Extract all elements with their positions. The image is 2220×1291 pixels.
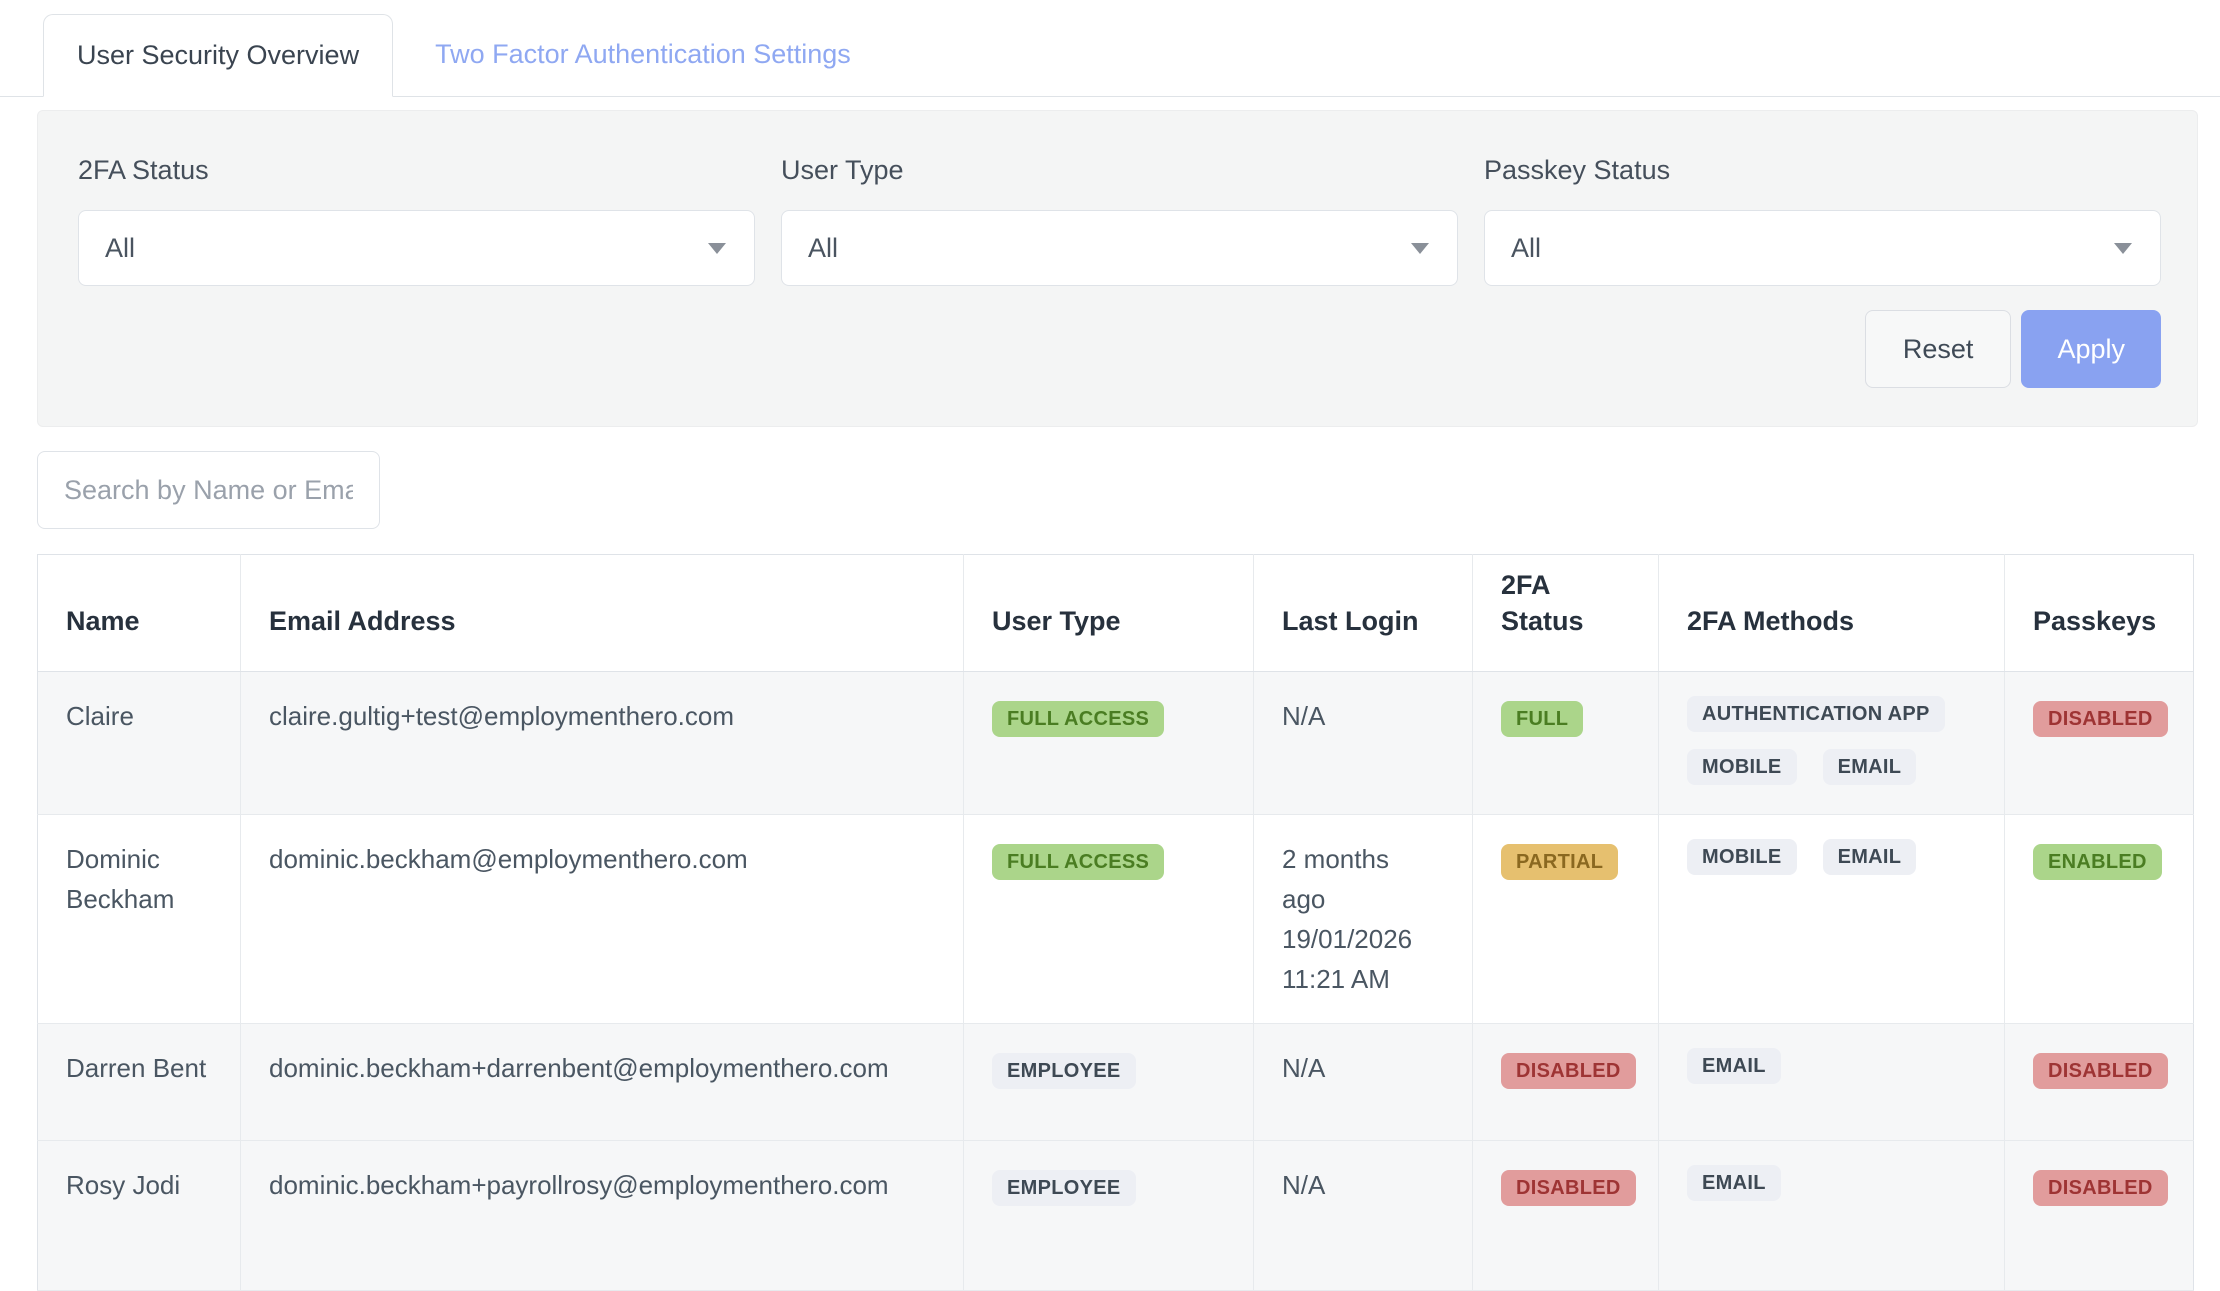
- tab-user-security-overview[interactable]: User Security Overview: [43, 14, 394, 97]
- 2fa-method-badge: EMAIL: [1822, 749, 1917, 785]
- filter-row: 2FA Status All User Type All Passkey Sta…: [78, 155, 2161, 286]
- name-cell: Darren Bent: [37, 1023, 241, 1141]
- user-type-value: All: [808, 232, 839, 263]
- search-input[interactable]: [37, 451, 380, 529]
- 2fa-methods-list: EMAIL: [1687, 1048, 1976, 1084]
- last-login-cell: N/A: [1253, 1023, 1473, 1141]
- email-cell: claire.gultig+test@employmenthero.com: [240, 671, 964, 815]
- 2fa-method-badge: MOBILE: [1687, 749, 1797, 785]
- passkeys-badge: ENABLED: [2033, 844, 2162, 880]
- tab-bar: User Security Overview Two Factor Authen…: [0, 0, 2220, 97]
- 2fa-methods-cell: EMAIL: [1658, 1023, 2005, 1141]
- last-login-cell: 2 months ago 19/01/2026 11:21 AM: [1253, 814, 1473, 1024]
- user-type-cell: EMPLOYEE: [963, 1140, 1254, 1291]
- table-row: Rosy Jodi dominic.beckham+payrollrosy@em…: [37, 1140, 2194, 1291]
- passkey-status-label: Passkey Status: [1484, 155, 1671, 185]
- passkeys-cell: DISABLED: [2004, 1023, 2194, 1141]
- passkeys-badge: DISABLED: [2033, 1170, 2168, 1206]
- apply-button[interactable]: Apply: [2021, 310, 2161, 388]
- reset-button[interactable]: Reset: [1864, 310, 2012, 388]
- 2fa-status-badge: FULL: [1501, 701, 1584, 737]
- name-cell: Rosy Jodi: [37, 1140, 241, 1291]
- 2fa-status-cell: PARTIAL: [1472, 814, 1659, 1024]
- 2fa-methods-list: AUTHENTICATION APP MOBILE EMAIL: [1687, 696, 1976, 785]
- chevron-down-icon: [2114, 242, 2132, 254]
- last-login-cell: N/A: [1253, 671, 1473, 815]
- 2fa-method-badge: EMAIL: [1822, 839, 1917, 875]
- column-header-last-login: Last Login: [1253, 554, 1473, 672]
- last-login-text: 2 months ago 19/01/2026 11:21 AM: [1282, 844, 1413, 994]
- name-cell: Claire: [37, 671, 241, 815]
- user-type-badge: EMPLOYEE: [992, 1053, 1136, 1089]
- 2fa-method-badge: MOBILE: [1687, 839, 1797, 875]
- 2fa-status-badge: PARTIAL: [1501, 844, 1619, 880]
- last-login-cell: N/A: [1253, 1140, 1473, 1291]
- table-row: Claire claire.gultig+test@employmenthero…: [37, 671, 2194, 815]
- 2fa-methods-cell: MOBILE EMAIL: [1658, 814, 2005, 1024]
- 2fa-status-label: 2FA Status: [78, 155, 209, 185]
- user-type-badge: FULL ACCESS: [992, 701, 1165, 737]
- email-cell: dominic.beckham+payrollrosy@employmenthe…: [240, 1140, 964, 1291]
- filter-group-2fa-status: 2FA Status All: [78, 155, 755, 286]
- 2fa-method-badge: EMAIL: [1687, 1048, 1781, 1084]
- passkeys-cell: DISABLED: [2004, 671, 2194, 815]
- 2fa-status-badge: DISABLED: [1501, 1170, 1636, 1206]
- users-table: Name Email Address User Type Last Login …: [37, 554, 2194, 1291]
- filter-group-user-type: User Type All: [781, 155, 1458, 286]
- user-type-cell: FULL ACCESS: [963, 671, 1254, 815]
- passkey-status-value: All: [1511, 232, 1542, 263]
- passkeys-badge: DISABLED: [2033, 1053, 2168, 1089]
- 2fa-methods-list: MOBILE EMAIL: [1687, 839, 1976, 875]
- 2fa-status-value: All: [105, 232, 136, 263]
- user-type-badge: FULL ACCESS: [992, 844, 1165, 880]
- filter-panel: 2FA Status All User Type All Passkey Sta…: [37, 110, 2198, 427]
- column-header-name: Name: [37, 554, 241, 672]
- passkeys-cell: DISABLED: [2004, 1140, 2194, 1291]
- column-header-email-address: Email Address: [240, 554, 964, 672]
- 2fa-status-badge: DISABLED: [1501, 1053, 1636, 1089]
- filter-group-passkey-status: Passkey Status All: [1484, 155, 2161, 286]
- user-type-cell: FULL ACCESS: [963, 814, 1254, 1024]
- 2fa-status-cell: FULL: [1472, 671, 1659, 815]
- 2fa-methods-cell: EMAIL: [1658, 1140, 2005, 1291]
- table-header-row: Name Email Address User Type Last Login …: [37, 554, 2194, 672]
- passkey-status-select[interactable]: All: [1484, 210, 2161, 286]
- email-cell: dominic.beckham@employmenthero.com: [240, 814, 964, 1024]
- passkeys-badge: DISABLED: [2033, 701, 2168, 737]
- column-header-2fa-status: 2FA Status: [1472, 554, 1659, 672]
- user-type-select[interactable]: All: [781, 210, 1458, 286]
- user-type-badge: EMPLOYEE: [992, 1170, 1136, 1206]
- 2fa-method-badge: AUTHENTICATION APP: [1687, 696, 1945, 732]
- column-header-user-type: User Type: [963, 554, 1254, 672]
- email-cell: dominic.beckham+darrenbent@employmenther…: [240, 1023, 964, 1141]
- 2fa-status-cell: DISABLED: [1472, 1140, 1659, 1291]
- user-type-label: User Type: [781, 155, 904, 185]
- passkeys-cell: ENABLED: [2004, 814, 2194, 1024]
- column-header-passkeys: Passkeys: [2004, 554, 2194, 672]
- 2fa-methods-cell: AUTHENTICATION APP MOBILE EMAIL: [1658, 671, 2005, 815]
- table-row: Dominic Beckham dominic.beckham@employme…: [37, 814, 2194, 1024]
- column-header-2fa-methods: 2FA Methods: [1658, 554, 2005, 672]
- 2fa-status-cell: DISABLED: [1472, 1023, 1659, 1141]
- tab-two-factor-authentication-settings[interactable]: Two Factor Authentication Settings: [435, 39, 851, 69]
- filter-actions: Reset Apply: [78, 310, 2161, 388]
- chevron-down-icon: [708, 242, 726, 254]
- table-row: Darren Bent dominic.beckham+darrenbent@e…: [37, 1023, 2194, 1141]
- 2fa-method-badge: EMAIL: [1687, 1165, 1781, 1201]
- user-type-cell: EMPLOYEE: [963, 1023, 1254, 1141]
- name-cell: Dominic Beckham: [37, 814, 241, 1024]
- chevron-down-icon: [1411, 242, 1429, 254]
- 2fa-methods-list: EMAIL: [1687, 1165, 1976, 1201]
- 2fa-status-select[interactable]: All: [78, 210, 755, 286]
